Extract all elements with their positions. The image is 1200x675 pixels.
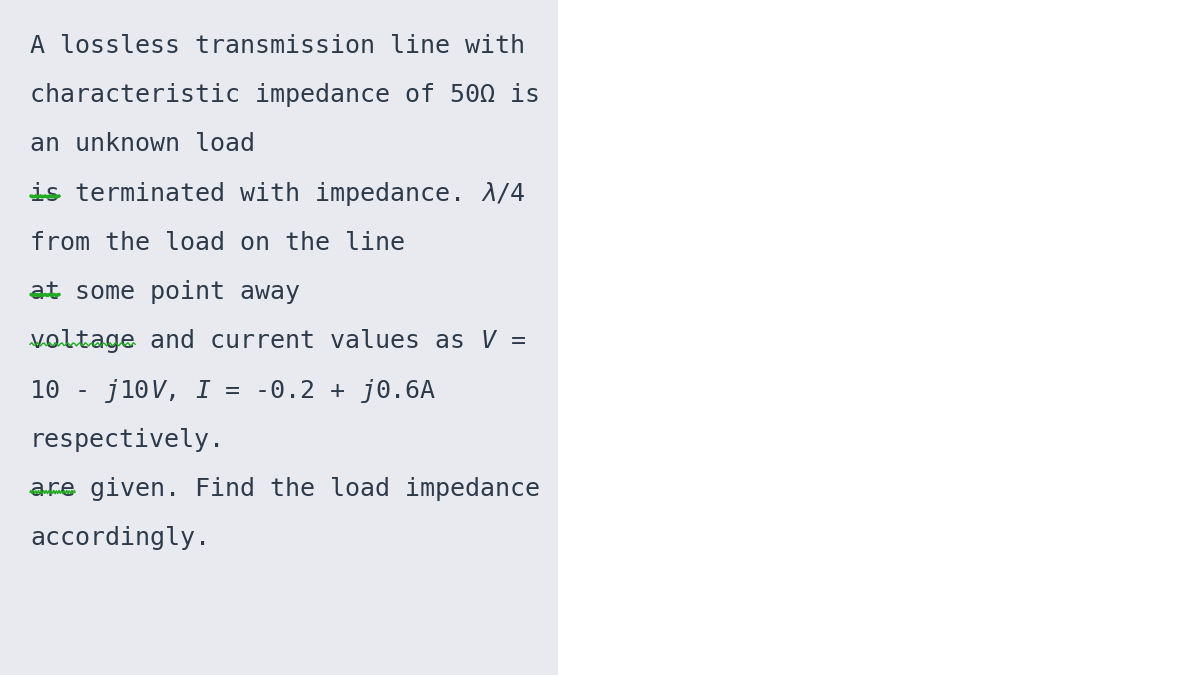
Text: V: V	[150, 379, 166, 403]
Text: /4: /4	[496, 182, 526, 206]
Text: 0.6A: 0.6A	[376, 379, 436, 403]
Text: accordingly.: accordingly.	[30, 526, 210, 551]
Text: j: j	[360, 379, 376, 403]
Text: j: j	[106, 379, 120, 403]
Text: 10 -: 10 -	[30, 379, 106, 403]
FancyBboxPatch shape	[0, 0, 558, 675]
Text: respectively.: respectively.	[30, 428, 226, 452]
Text: =: =	[496, 329, 526, 354]
Text: an unknown load: an unknown load	[30, 132, 256, 157]
Text: at some point away: at some point away	[30, 280, 300, 304]
Text: ,: ,	[166, 379, 196, 403]
Text: = -0.2 +: = -0.2 +	[210, 379, 360, 403]
Text: I: I	[196, 379, 210, 403]
Text: characteristic impedance of 50Ω is: characteristic impedance of 50Ω is	[30, 83, 540, 107]
Text: voltage and current values as: voltage and current values as	[30, 329, 480, 354]
Text: V: V	[481, 329, 496, 354]
Text: from the load on the line: from the load on the line	[30, 231, 406, 255]
Text: are given. Find the load impedance: are given. Find the load impedance	[30, 477, 540, 502]
Text: A lossless transmission line with: A lossless transmission line with	[30, 34, 526, 58]
Text: λ: λ	[481, 182, 496, 206]
Text: 10: 10	[120, 379, 150, 403]
Text: is terminated with impedance.: is terminated with impedance.	[30, 182, 480, 206]
